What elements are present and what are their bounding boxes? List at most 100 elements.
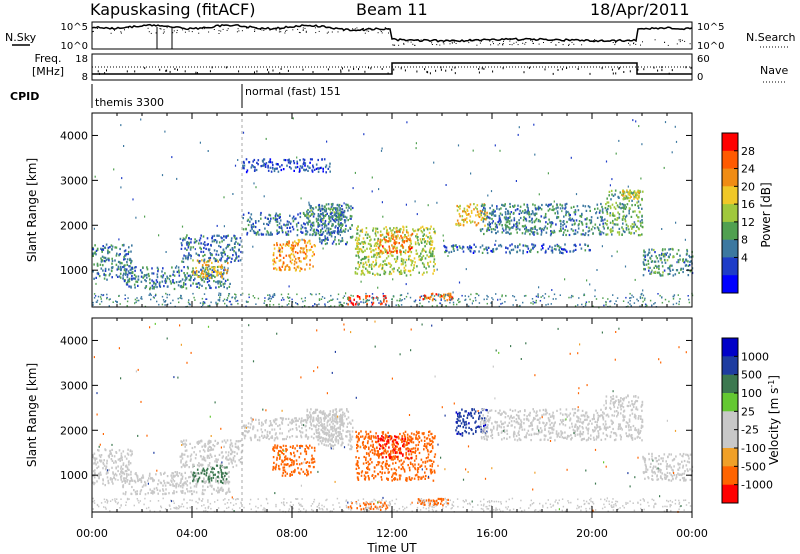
scatter-cell [295,223,298,226]
scatter-cell [529,233,531,236]
ground-scatter-cell [148,294,150,296]
scatter-cell [289,436,291,439]
speckle-cell [442,234,444,237]
scatter-cell [220,264,223,267]
scatter-cell [207,481,210,484]
scatter-cell [379,238,382,241]
scatter-cell [662,255,665,258]
scatter-cell [134,479,136,482]
scatter-cell [606,210,608,213]
scatter-cell [209,475,211,478]
scatter-cell [572,250,574,253]
scatter-cell [162,489,165,492]
scatter-cell [619,191,622,194]
scatter-cell [484,217,486,220]
scatter-cell [380,244,382,247]
scatter-cell [402,231,404,234]
scatter-cell [328,215,330,218]
scatter-cell [186,488,188,491]
scatter-cell [164,484,167,487]
scatter-cell [606,197,608,200]
scatter-cell [655,255,657,258]
ground-scatter-cell [407,292,409,295]
scatter-cell [414,229,417,232]
scatter-cell [268,221,271,224]
scatter-cell [409,254,411,258]
ground-scatter-cell [192,292,194,295]
scatter-cell [103,256,105,259]
scatter-cell [213,467,215,470]
scatter-cell [378,248,380,251]
ground-scatter-cell [237,302,239,305]
scatter-cell [479,228,482,231]
nsearch-dot [613,39,615,41]
scatter-cell [417,239,419,242]
scatter-cell [180,269,183,272]
speckle-cell [495,239,497,242]
scatter-cell [210,448,213,451]
scatter-cell [368,263,371,266]
ground-scatter-cell [371,301,373,304]
scatter-cell [448,251,450,254]
speckle-cell [471,302,473,305]
scatter-cell [104,448,106,451]
ground-scatter-cell [678,300,680,303]
nsearch-dot [471,39,473,41]
scatter-cell [128,285,130,288]
nsearch-dot [419,40,421,42]
nsearch-dot [568,45,570,46]
ground-scatter-cell [247,301,249,303]
scatter-cell [667,273,669,276]
scatter-cell [466,204,469,207]
ground-scatter-cell [302,300,304,303]
scatter-cell [222,248,225,251]
scatter-cell [323,222,325,225]
scatter-cell [192,282,194,285]
scatter-cell [204,489,206,492]
scatter-cell [213,445,216,448]
scatter-cell [161,280,164,283]
scatter-cell [287,233,290,236]
scatter-cell [468,206,471,209]
scatter-cell [332,209,334,212]
scatter-cell [278,222,281,225]
nsearch-dot [497,44,499,46]
scatter-cell [358,247,360,251]
scatter-cell [310,213,313,216]
scatter-cell [344,221,346,224]
scatter-cell [650,272,652,275]
scatter-cell [483,218,485,221]
scatter-cell [564,207,566,210]
ground-scatter-cell [333,305,336,308]
scatter-cell [379,251,381,254]
scatter-cell [645,263,648,266]
scatter-cell [291,435,294,438]
scatter-cell [195,483,197,486]
scatter-cell [396,257,399,260]
scatter-cell [634,195,636,198]
ground-scatter-cell [414,299,417,302]
scatter-cell [479,246,482,249]
scatter-cell [565,211,567,215]
scatter-cell [162,484,164,487]
scatter-cell [120,269,122,272]
ground-scatter-cell [314,303,316,306]
ground-scatter-cell [602,297,604,299]
scatter-cell [289,160,291,163]
scatter-cell [197,253,199,256]
scatter-cell [185,287,188,290]
scatter-cell [304,214,307,218]
scatter-cell [228,475,230,478]
scatter-cell [492,220,494,223]
nsearch-dot [363,27,364,29]
scatter-cell [126,258,129,261]
scatter-cell [653,248,655,252]
ground-scatter-cell [464,299,466,301]
scatter-cell [153,281,156,285]
nsearch-dot [681,39,683,41]
scatter-cell [266,222,268,226]
scatter-cell [234,442,237,445]
scatter-cell [163,472,165,475]
scatter-cell [631,226,634,229]
scatter-cell [574,248,577,251]
